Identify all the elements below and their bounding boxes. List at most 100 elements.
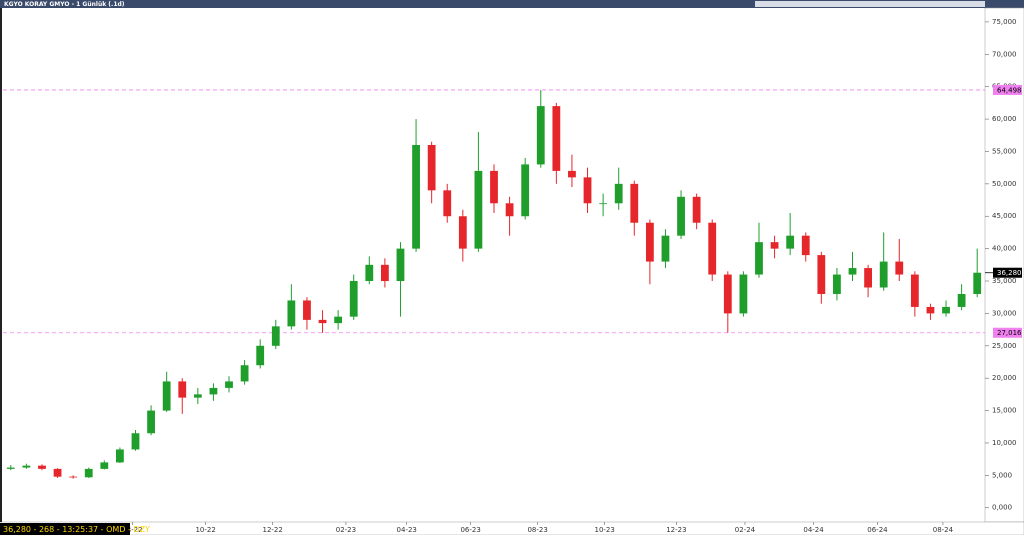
x-tick-label: 08-23: [527, 526, 547, 534]
candle-body: [645, 222, 654, 262]
candle-body: [817, 255, 826, 294]
candle-body: [879, 261, 888, 288]
candle-body: [349, 281, 358, 317]
y-tick-label: 25,000: [992, 342, 1017, 350]
candle-body: [505, 203, 514, 217]
x-tick-label: 04-24: [803, 526, 824, 534]
y-tick-label: 70,000: [992, 50, 1017, 58]
candle-body: [84, 468, 93, 478]
candle-body: [303, 300, 311, 320]
y-tick-label: 55,000: [992, 147, 1017, 155]
candle-body: [396, 248, 405, 282]
candle-body: [6, 467, 15, 469]
candle-body: [786, 235, 795, 249]
y-tick-label: 0,000: [992, 504, 1012, 512]
y-tick-label: 75,000: [992, 18, 1017, 26]
candle-body: [801, 235, 810, 256]
chart-title: KGYO KORAY GMYO - 1 Günlük (.1d): [4, 1, 125, 8]
status-box: [0, 523, 130, 535]
reference-label-box: [993, 84, 1022, 95]
y-tick-label: 60,000: [992, 115, 1017, 123]
x-tick-label: 10-23: [594, 526, 614, 534]
y-tick-label: 35,000: [992, 277, 1017, 285]
candle-body: [490, 170, 498, 204]
candle-body: [942, 306, 950, 314]
candle-body: [225, 381, 233, 388]
reference-label: 64,498: [997, 86, 1022, 94]
candle-body: [599, 203, 608, 205]
candle-body: [630, 183, 639, 223]
candle-body: [116, 449, 124, 463]
candle-body: [661, 235, 670, 262]
status-text: 36,280 - 268 - 13:25:37 - OMD - DZY: [3, 525, 150, 534]
y-tick-label: 40,000: [992, 245, 1017, 253]
candle-body: [957, 293, 966, 307]
candle-body: [256, 345, 265, 366]
last-price-box: [993, 267, 1022, 278]
last-price-label: 36,280: [997, 269, 1022, 277]
candle-body: [271, 326, 280, 346]
candle-body: [38, 465, 46, 469]
candle-body: [614, 183, 623, 204]
candle-body: [833, 274, 841, 294]
candle-body: [536, 106, 545, 165]
x-tick-label: 02-23: [336, 526, 356, 534]
candle-body: [677, 196, 685, 236]
reference-label-box: [993, 327, 1022, 338]
candle-body: [412, 144, 420, 249]
y-tick-label: 45,000: [992, 212, 1017, 220]
candle-body: [443, 190, 452, 217]
candle-body: [973, 272, 982, 294]
y-tick-label: 50,000: [992, 180, 1017, 188]
candle-body: [755, 242, 763, 275]
candle-body: [334, 316, 343, 324]
candle-body: [22, 465, 31, 468]
y-tick-label: 10,000: [992, 439, 1017, 447]
candle-body: [193, 394, 202, 398]
candle-body: [427, 144, 436, 191]
candle-body: [365, 264, 374, 282]
candle-body: [848, 268, 857, 275]
x-tick-label: 10-22: [195, 526, 215, 534]
candle-body: [895, 261, 904, 275]
candle-body: [739, 274, 748, 314]
candle-body: [69, 476, 78, 478]
candle-body: [209, 387, 218, 395]
candle-body: [162, 381, 171, 411]
candle-body: [474, 170, 483, 249]
candle-body: [131, 433, 140, 450]
candle-body: [380, 264, 389, 282]
x-tick-label: 12-22: [262, 526, 282, 534]
y-tick-label: 20,000: [992, 374, 1017, 382]
candle-body: [318, 319, 327, 324]
y-tick-label: 5,000: [992, 471, 1012, 479]
x-tick-label: 02-24: [735, 526, 756, 534]
candle-body: [521, 164, 530, 217]
y-tick-label: 30,000: [992, 309, 1017, 317]
candle-body: [568, 170, 576, 178]
candle-body: [100, 462, 109, 469]
candle-body: [53, 468, 62, 477]
x-tick-label: 08-22: [122, 526, 142, 534]
candle-body: [240, 365, 249, 382]
x-tick-label: 12-23: [666, 526, 686, 534]
left-edge: [0, 8, 2, 522]
x-tick-label: 04-23: [397, 526, 417, 534]
y-tick-label: 15,000: [992, 407, 1017, 415]
candle-body: [864, 268, 872, 288]
x-tick-label: 06-24: [867, 526, 888, 534]
candle-body: [926, 306, 935, 314]
candle-body: [910, 274, 919, 307]
candle-body: [287, 300, 296, 327]
toolbar[interactable]: [755, 1, 985, 7]
candle-body: [770, 242, 779, 249]
candle-body: [723, 274, 732, 314]
candle-body: [583, 177, 592, 204]
x-tick-label: 08-24: [933, 526, 954, 534]
candle-body: [458, 216, 467, 249]
reference-label: 27,016: [997, 329, 1022, 337]
candle-body: [178, 381, 187, 398]
top-bar: [0, 0, 1024, 8]
x-tick-label: 06-23: [460, 526, 480, 534]
